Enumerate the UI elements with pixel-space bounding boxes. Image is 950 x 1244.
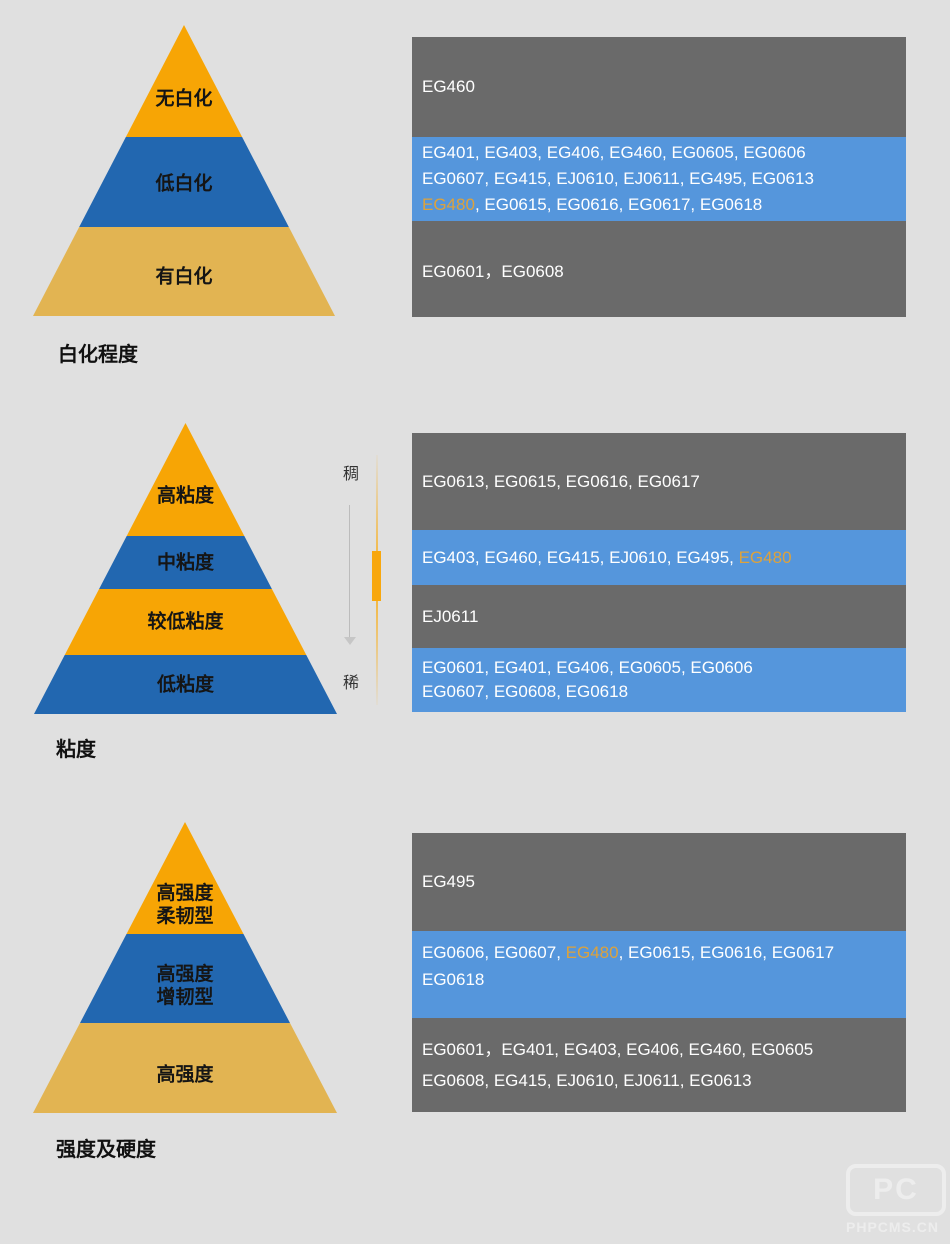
tier-label-high-strength: 高强度: [156, 1064, 214, 1086]
product-codes-line: EG403, EG460, EG415, EJ0610, EG495, EG48…: [422, 547, 792, 567]
section-caption-strength: 强度及硬度: [56, 1139, 156, 1161]
product-codes-line: EG401, EG403, EG406, EG460, EG0605, EG06…: [422, 143, 806, 162]
section-caption-whitening: 白化程度: [58, 344, 138, 366]
tier-label-low-whitening: 低白化: [155, 173, 213, 195]
viscosity-tier-high: [34, 423, 337, 536]
tier-label-low-viscosity: 低粘度: [156, 674, 214, 696]
watermark-site-text: PHPCMS.CN: [846, 1219, 940, 1235]
whitening-pyramid: 无白化 低白化 有白化: [33, 25, 335, 316]
product-codes-line: EG0601，EG0608: [422, 261, 564, 281]
tier-label-high-strength-flexible: 高强度 柔韧型: [156, 883, 214, 927]
product-codes-line: EG495: [422, 872, 475, 891]
orange-highlight-bar: [372, 551, 381, 601]
down-arrow-line: [349, 505, 350, 637]
viscosity-medium-products-box: EG403, EG460, EG415, EJ0610, EG495, EG48…: [412, 530, 906, 585]
product-codes-line: EG0607, EG415, EJ0610, EJ0611, EG495, EG…: [422, 169, 814, 188]
product-codes-line: EG0606, EG0607, EG480, EG0615, EG0616, E…: [422, 943, 835, 962]
watermark: PC PHPCMS.CN: [846, 1164, 946, 1235]
strength-toughened-products-box: EG0606, EG0607, EG480, EG0615, EG0616, E…: [412, 931, 906, 1018]
phpcms-logo-icon: PC: [846, 1164, 946, 1216]
whitening-tier-none: [33, 25, 335, 137]
product-codes-line: EG0601, EG401, EG406, EG0605, EG0606: [422, 658, 753, 677]
viscosity-low-products-box: EG0601, EG401, EG406, EG0605, EG0606 EG0…: [412, 648, 906, 712]
viscosity-pyramid: 高粘度 中粘度 较低粘度 低粘度: [34, 423, 337, 714]
product-codes-line: EJ0611: [422, 606, 479, 626]
down-arrow-icon: [344, 637, 356, 645]
product-codes-line: EG480, EG0615, EG0616, EG0617, EG0618: [422, 195, 763, 214]
whitening-none-products-box: EG460: [412, 37, 906, 137]
strength-pyramid: 高强度 柔韧型 高强度 增韧型 高强度: [33, 822, 337, 1113]
tier-label-high-strength-toughened: 高强度 增韧型: [156, 964, 214, 1008]
product-codes-line: EG460: [422, 77, 475, 96]
whitening-yes-products-box: EG0601，EG0608: [412, 221, 906, 317]
product-codes-line: EG0618: [422, 970, 485, 989]
strength-flexible-products-box: EG495: [412, 833, 906, 931]
whitening-low-products-box: EG401, EG403, EG406, EG460, EG0605, EG06…: [412, 137, 906, 221]
tier-label-no-whitening: 无白化: [155, 88, 213, 110]
product-codes-line: EG0607, EG0608, EG0618: [422, 682, 629, 701]
viscosity-high-products-box: EG0613, EG0615, EG0616, EG0617: [412, 433, 906, 530]
product-codes-line: EG0601，EG401, EG403, EG406, EG460, EG060…: [422, 1040, 814, 1059]
tier-label-has-whitening: 有白化: [155, 266, 213, 288]
product-codes-line: EG0613, EG0615, EG0616, EG0617: [422, 471, 700, 491]
viscosity-tier-low: [34, 655, 337, 714]
strength-high-products-box: EG0601，EG401, EG403, EG406, EG460, EG060…: [412, 1018, 906, 1112]
whitening-tier-yes: [33, 227, 335, 316]
tier-label-medium-viscosity: 中粘度: [156, 552, 214, 574]
tier-label-lowish-viscosity: 较低粘度: [147, 611, 224, 633]
product-codes-line: EG0608, EG415, EJ0610, EJ0611, EG0613: [422, 1071, 752, 1090]
tier-label-high-viscosity: 高粘度: [156, 485, 214, 507]
strength-tier-high: [33, 1023, 337, 1113]
viscosity-lowish-products-box: EJ0611: [412, 585, 906, 648]
section-caption-viscosity: 粘度: [56, 739, 96, 761]
scale-label-thin: 稀: [342, 675, 359, 692]
scale-label-thick: 稠: [342, 466, 359, 483]
